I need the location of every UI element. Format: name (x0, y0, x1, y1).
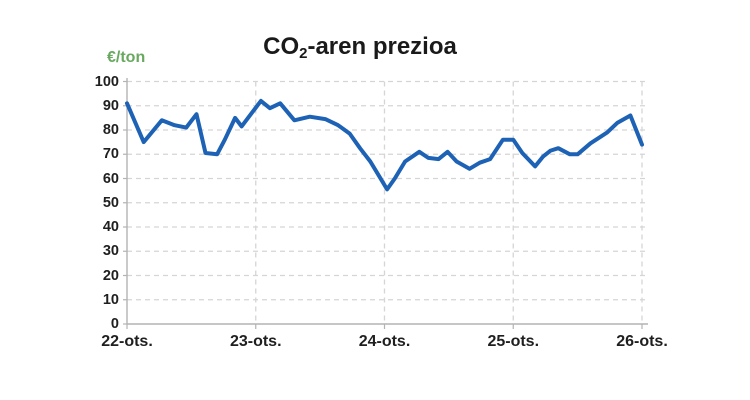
y-axis-tick-label: 30 (102, 243, 119, 260)
y-axis-tick-label: 40 (102, 219, 119, 235)
y-axis-tick-label: 90 (102, 97, 119, 114)
chart-title-prefix: CO (263, 33, 300, 60)
x-axis-tick-label: 25-ots. (487, 333, 540, 350)
x-axis-tick-label: 26-ots. (616, 333, 668, 350)
y-axis-tick-label: 50 (102, 194, 119, 211)
y-axis-tick-label: 60 (102, 170, 119, 187)
y-axis-tick-label: 80 (102, 122, 119, 138)
chart-title-subscript: 2 (299, 45, 308, 63)
x-axis-tick-label: 23-ots. (229, 333, 282, 350)
y-axis-tick-label: 70 (102, 146, 119, 163)
chart-title-suffix: -aren prezioa (307, 33, 457, 60)
chart-title: CO2-aren prezioa (130, 33, 590, 63)
y-axis-unit-label: €/ton (107, 49, 146, 66)
price-line-series (125, 98, 644, 192)
x-axis-tick-label: 22-ots. (101, 333, 153, 350)
y-axis-tick-label: 10 (102, 291, 119, 308)
x-axis-tick-label: 24-ots. (358, 333, 411, 350)
y-axis-tick-label: 20 (102, 267, 119, 284)
y-axis-tick-label: 0 (110, 316, 119, 332)
y-axis-tick-label: 100 (94, 73, 119, 90)
